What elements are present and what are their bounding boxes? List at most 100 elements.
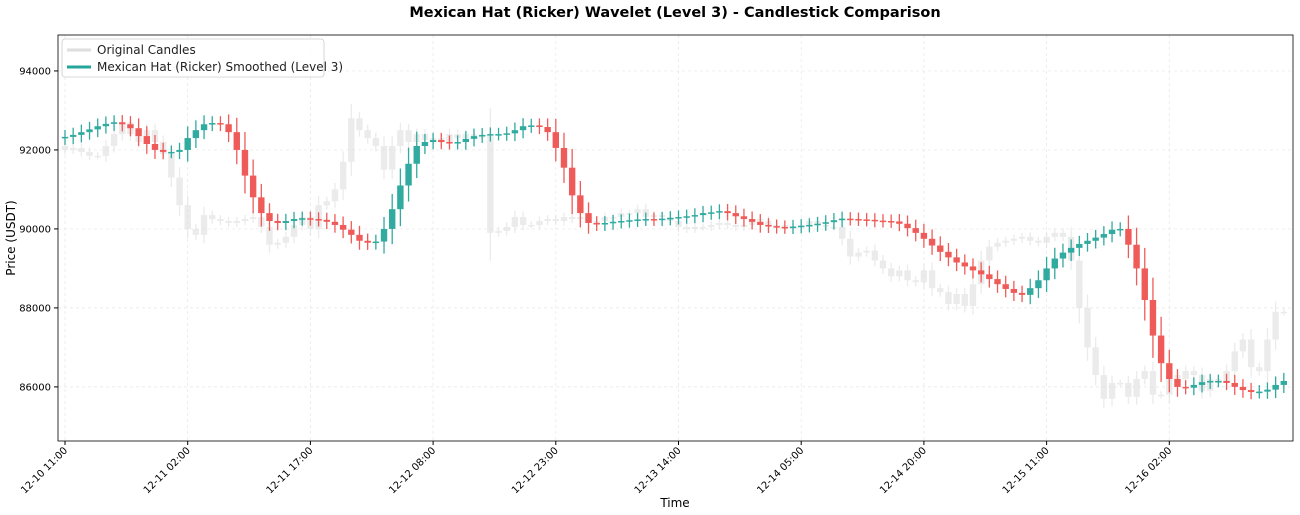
candle-body xyxy=(389,209,396,229)
candle-body xyxy=(1256,391,1263,394)
smoothed-candle xyxy=(1239,379,1247,398)
original-candle xyxy=(1133,370,1140,405)
candle-body xyxy=(519,126,527,131)
candle-body xyxy=(397,130,404,146)
original-candle xyxy=(887,262,895,282)
candle-body xyxy=(667,217,674,220)
original-candle xyxy=(331,182,339,208)
original-candle xyxy=(511,211,519,233)
candle-body xyxy=(487,136,494,233)
smoothed-candle xyxy=(675,210,682,225)
smoothed-candle xyxy=(1002,275,1009,298)
smoothed-candle xyxy=(732,205,739,225)
candle-body xyxy=(937,245,944,252)
smoothed-candle xyxy=(1272,376,1279,399)
y-tick-label: 92000 xyxy=(19,145,51,156)
smoothed-candle xyxy=(429,132,437,150)
candle-body xyxy=(389,145,396,170)
candle-body xyxy=(209,123,216,125)
candle-body xyxy=(528,125,535,127)
original-candle xyxy=(1239,332,1247,358)
candle-body xyxy=(765,224,772,227)
candle-body xyxy=(871,219,879,222)
smoothed-candle xyxy=(536,118,543,135)
candle-body xyxy=(691,215,699,217)
smoothed-candle xyxy=(1141,247,1148,321)
candle-body xyxy=(86,129,93,133)
original-candle xyxy=(1043,231,1050,248)
candle-body xyxy=(511,217,519,227)
original-candle xyxy=(986,239,993,268)
smoothed-candle xyxy=(773,219,780,234)
candle-body xyxy=(904,223,911,229)
candle-body xyxy=(438,140,445,143)
original-candle xyxy=(209,210,216,224)
original-candle xyxy=(110,127,118,153)
candle-body xyxy=(544,127,551,133)
smoothed-candle xyxy=(699,205,707,223)
x-tick-label: 12-10 11:00 xyxy=(19,445,70,496)
candle-body xyxy=(912,228,919,233)
smoothed-candle xyxy=(1190,377,1198,396)
smoothed-candle xyxy=(740,208,748,227)
smoothed-candle xyxy=(765,218,772,234)
smoothed-candle xyxy=(544,118,551,141)
original-candle xyxy=(217,214,224,226)
original-candle xyxy=(405,123,412,149)
candle-body xyxy=(912,280,919,283)
smoothed-candle xyxy=(618,214,625,229)
candle-body xyxy=(593,222,600,225)
candle-body xyxy=(536,221,543,225)
candle-body xyxy=(781,226,789,229)
candle-body xyxy=(920,232,928,239)
original-candle xyxy=(961,287,968,313)
smoothed-candle xyxy=(912,219,919,242)
smoothed-candle xyxy=(478,128,486,143)
smoothed-candle xyxy=(1174,369,1181,397)
smoothed-candle xyxy=(241,132,249,194)
candle-body xyxy=(879,220,887,223)
original-candle xyxy=(1092,336,1099,386)
smoothed-candle xyxy=(757,214,764,233)
smoothed-candle xyxy=(552,118,559,162)
candle-body xyxy=(879,260,887,269)
x-tick-label: 12-12 23:00 xyxy=(510,445,561,496)
candle-body xyxy=(446,142,453,144)
smoothed-candle xyxy=(233,117,240,165)
candle-body xyxy=(299,218,306,220)
candle-body xyxy=(822,222,829,224)
smoothed-candle xyxy=(511,122,519,142)
smoothed-candle xyxy=(928,229,936,255)
candle-body xyxy=(1084,307,1091,348)
y-tick-label: 88000 xyxy=(19,303,51,314)
candle-body xyxy=(339,161,347,190)
candle-body xyxy=(969,266,977,271)
original-candle xyxy=(274,238,281,249)
candle-body xyxy=(86,151,93,156)
smoothed-candle xyxy=(1051,247,1058,280)
candle-body xyxy=(920,270,928,283)
candle-body xyxy=(331,189,339,202)
candle-body xyxy=(1190,371,1198,376)
candle-body xyxy=(168,153,175,178)
candle-body xyxy=(1018,292,1026,295)
candle-body xyxy=(61,145,69,150)
original-candle xyxy=(1018,232,1026,243)
smoothed-candle xyxy=(266,203,273,231)
smoothed-candle xyxy=(724,203,731,221)
candle-body xyxy=(1043,236,1050,243)
candle-body xyxy=(1108,382,1116,399)
smoothed-candle xyxy=(1035,270,1042,299)
candle-body xyxy=(1002,284,1009,289)
smoothed-candle xyxy=(691,208,699,224)
smoothed-candle xyxy=(397,168,404,227)
candle-body xyxy=(863,219,870,221)
candle-body xyxy=(1247,339,1255,368)
candle-body xyxy=(1264,389,1271,392)
x-tick-label: 12-14 05:00 xyxy=(755,445,806,496)
candle-body xyxy=(78,132,85,135)
candle-body xyxy=(184,205,191,229)
candle-body xyxy=(290,219,298,222)
candle-body xyxy=(266,213,273,222)
candle-body xyxy=(348,118,355,162)
